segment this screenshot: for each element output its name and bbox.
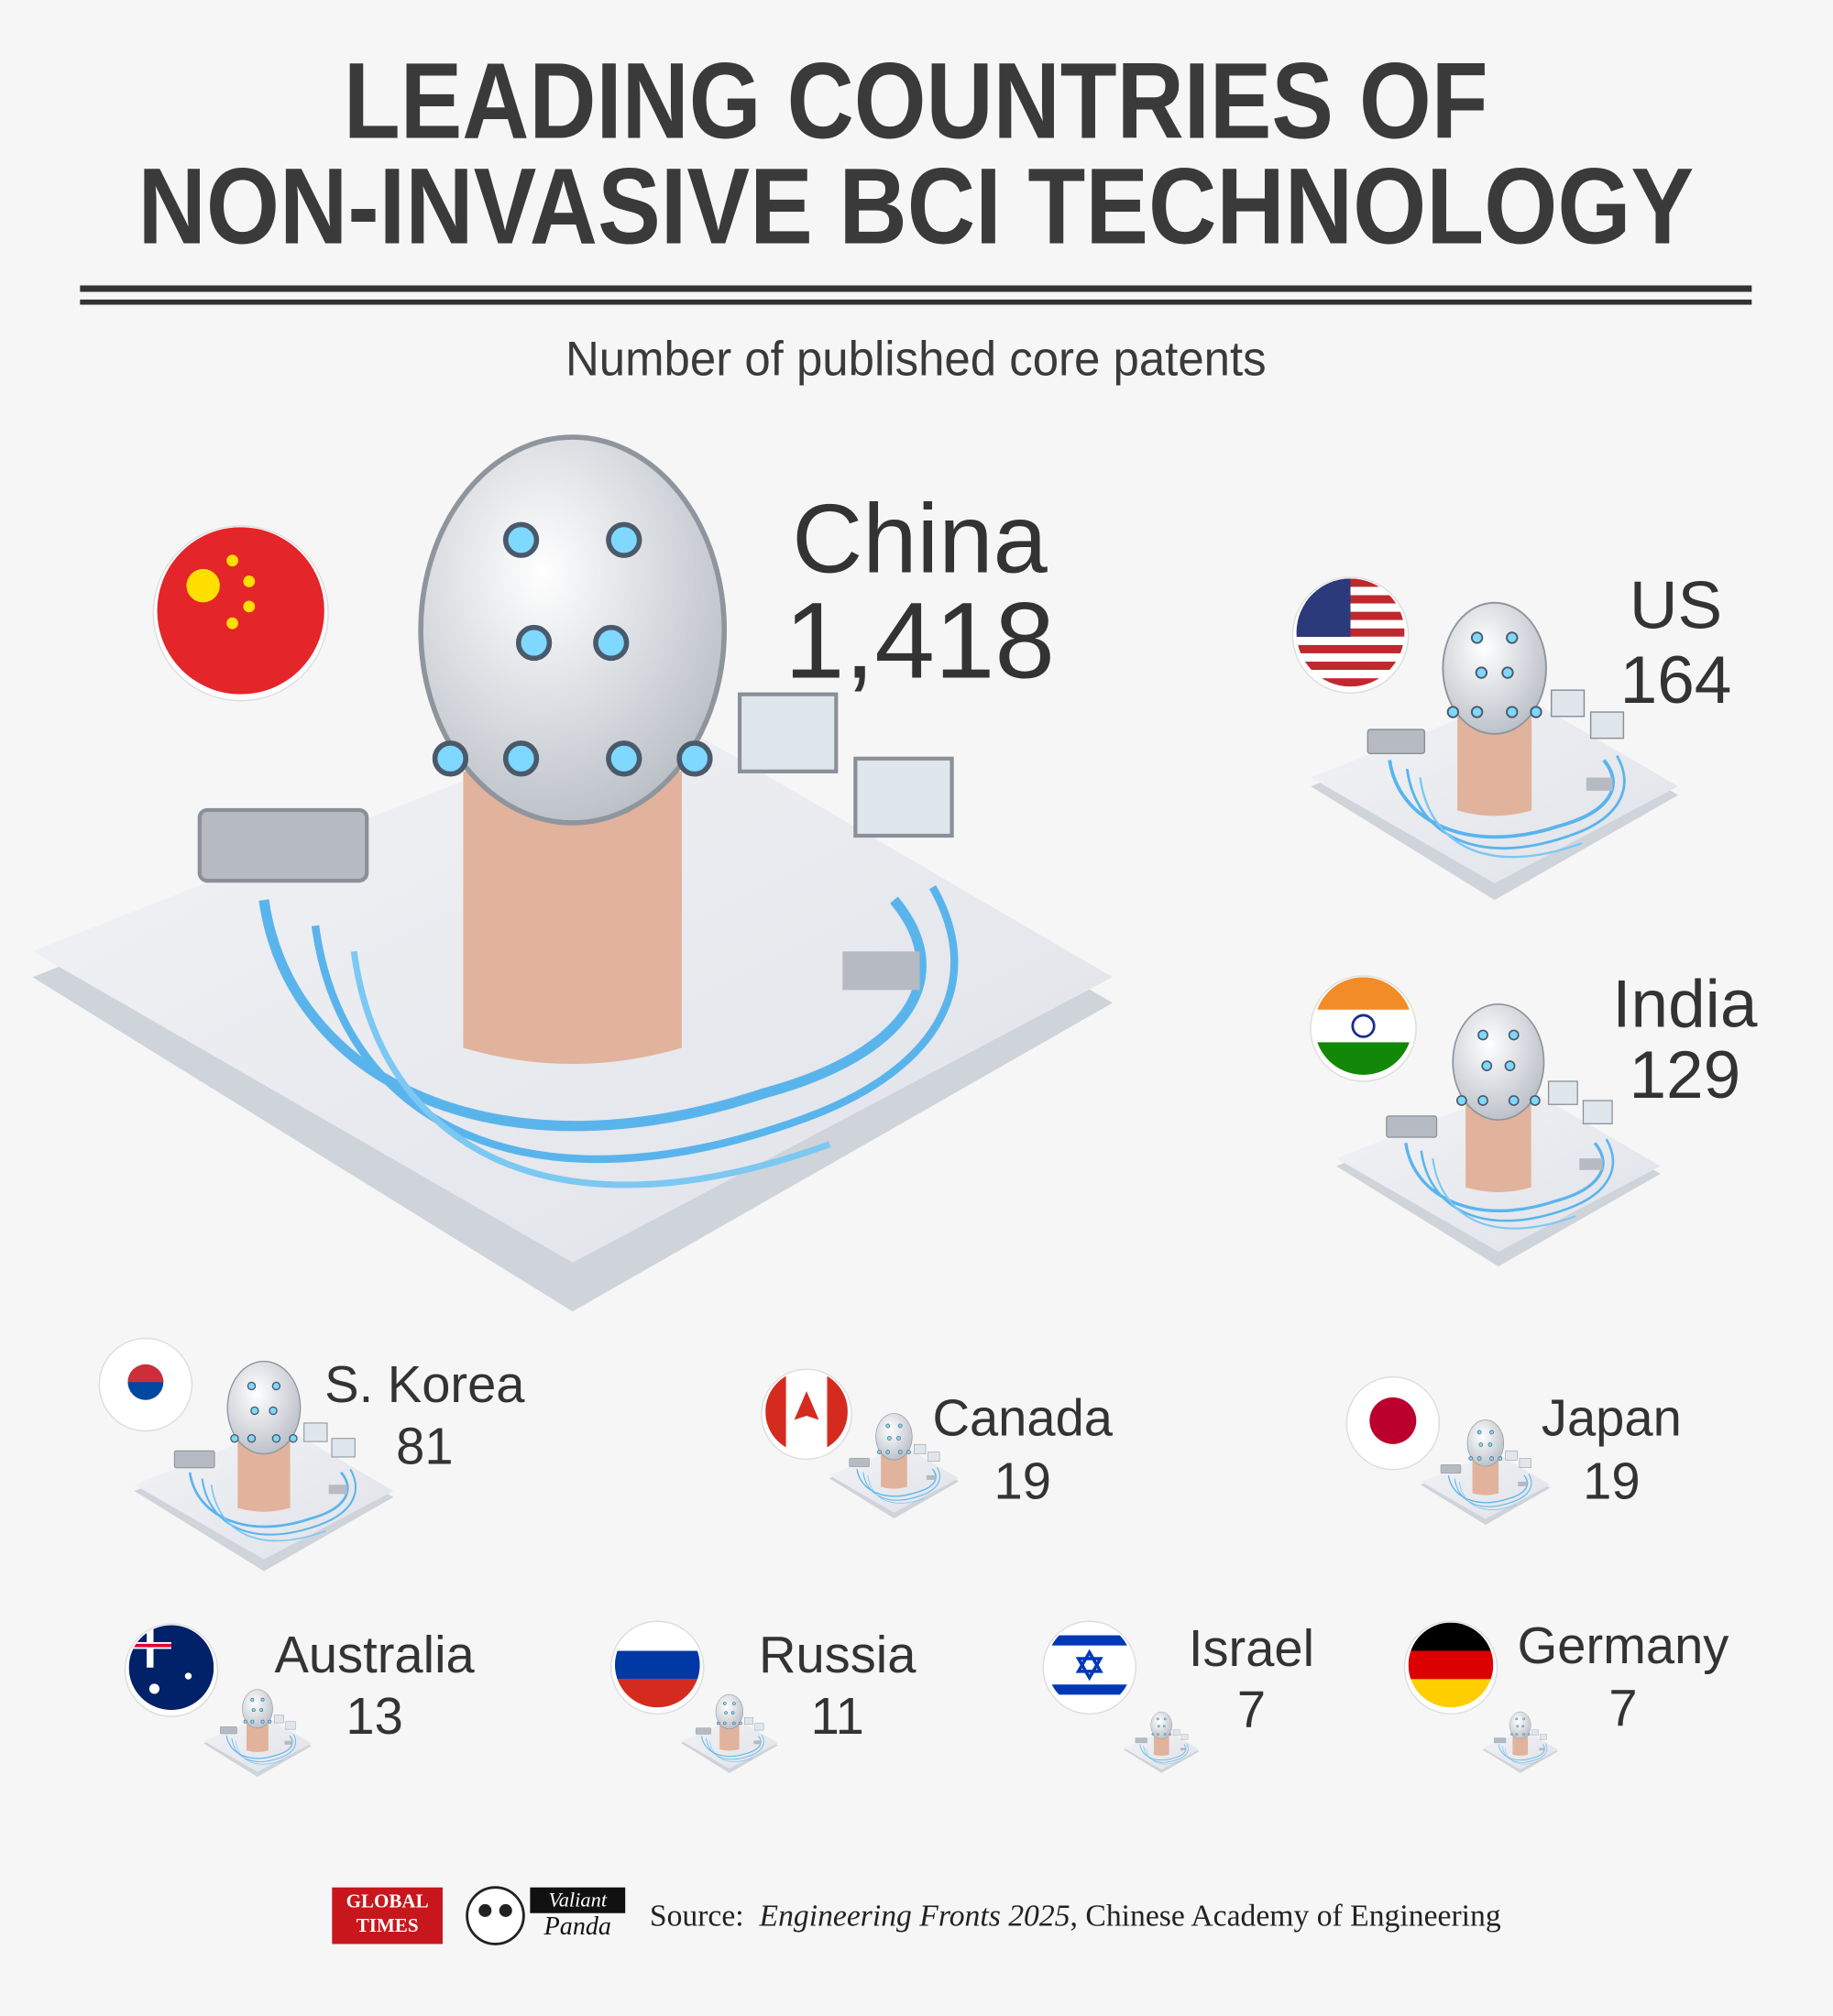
country: Germany 7 — [1403, 1616, 1729, 1774]
flag-part — [794, 1391, 819, 1420]
flag-part — [1075, 1649, 1103, 1682]
flag-part — [157, 527, 324, 695]
country-name: Japan — [1542, 1389, 1682, 1447]
country-name: Canada — [932, 1389, 1113, 1447]
patent-count: 7 — [1237, 1681, 1266, 1738]
source-title: Engineering Fronts 2025 — [759, 1899, 1070, 1933]
panda-icon — [466, 1886, 525, 1945]
flag — [1314, 977, 1412, 1075]
flag-part — [1369, 1397, 1417, 1444]
flag — [103, 1339, 189, 1425]
flag-part — [128, 1643, 171, 1648]
flag — [765, 1370, 848, 1453]
rule — [80, 299, 1752, 305]
source: Source: Engineering Fronts 2025, Chinese… — [650, 1899, 1501, 1933]
logo-text: TIMES — [357, 1914, 419, 1936]
flag — [1350, 1378, 1436, 1463]
country-name: S. Korea — [324, 1355, 525, 1413]
patent-count: 164 — [1620, 643, 1732, 718]
patent-count: 1,418 — [785, 580, 1055, 701]
patent-count: 7 — [1608, 1680, 1637, 1737]
flag-part — [1351, 1013, 1376, 1038]
patent-count: 11 — [811, 1687, 864, 1745]
country-name: Israel — [1189, 1619, 1314, 1677]
title-line: LEADING COUNTRIES OF — [344, 39, 1488, 160]
flag-part — [1296, 662, 1405, 671]
flag-part — [1296, 678, 1405, 687]
flag-part — [1047, 1635, 1133, 1646]
flag — [614, 1622, 700, 1708]
logo-text: GLOBAL — [346, 1890, 429, 1912]
flag-part — [127, 1364, 164, 1383]
bci-illustration — [203, 1689, 313, 1778]
patent-count: 129 — [1629, 1038, 1740, 1112]
country-name: US — [1630, 569, 1722, 643]
flag-part — [1047, 1684, 1133, 1695]
flag-part — [1314, 1042, 1412, 1075]
flag-part — [614, 1650, 700, 1680]
logo-text: Panda — [543, 1912, 611, 1941]
flag — [1047, 1622, 1133, 1708]
flag-part — [1314, 977, 1412, 1010]
flag — [1296, 578, 1405, 687]
flag-part — [243, 575, 256, 587]
bci-illustration — [1420, 1419, 1552, 1526]
title-line: NON-INVASIVE BCI TECHNOLOGY — [137, 145, 1694, 266]
flag-part — [186, 568, 220, 603]
flag-part — [1296, 644, 1405, 653]
flag-part — [1296, 578, 1351, 638]
logo — [530, 1887, 626, 1913]
rule — [80, 285, 1752, 292]
flag-part — [184, 1672, 192, 1680]
flag-part — [614, 1622, 700, 1651]
flag-part — [226, 617, 238, 630]
flag — [128, 1625, 214, 1711]
flag-part — [148, 1683, 159, 1694]
flag — [1408, 1622, 1494, 1708]
flag-part — [1296, 636, 1405, 645]
footer: GLOBAL TIMES Valiant Panda Source: Engin… — [332, 1886, 1501, 1945]
country-name: India — [1612, 968, 1758, 1042]
country-name: Australia — [274, 1626, 475, 1683]
flag — [157, 527, 324, 695]
subtitle: Number of published core patents — [565, 333, 1267, 387]
patent-count: 19 — [994, 1452, 1051, 1509]
bci-illustration — [1482, 1711, 1559, 1774]
logo-text: Valiant — [549, 1888, 608, 1911]
country-name: Germany — [1518, 1616, 1729, 1674]
flag-part — [128, 1625, 214, 1711]
source-suffix: , Chinese Academy of Engineering — [1070, 1899, 1501, 1933]
flag-part — [1408, 1622, 1494, 1651]
source-prefix: Source: — [650, 1899, 744, 1933]
flag-part — [1296, 652, 1405, 663]
flag-part — [1408, 1650, 1494, 1680]
country-name: Russia — [759, 1626, 916, 1683]
logo — [332, 1887, 443, 1945]
flag-part — [226, 554, 238, 567]
bci-illustration — [1123, 1711, 1200, 1774]
flag-part — [243, 600, 256, 613]
patent-count: 81 — [396, 1417, 453, 1474]
country-name: China — [792, 483, 1048, 593]
patent-count: 13 — [346, 1687, 402, 1745]
flag-part — [1296, 670, 1405, 679]
bci-illustration — [680, 1693, 779, 1774]
patent-count: 19 — [1583, 1452, 1640, 1509]
